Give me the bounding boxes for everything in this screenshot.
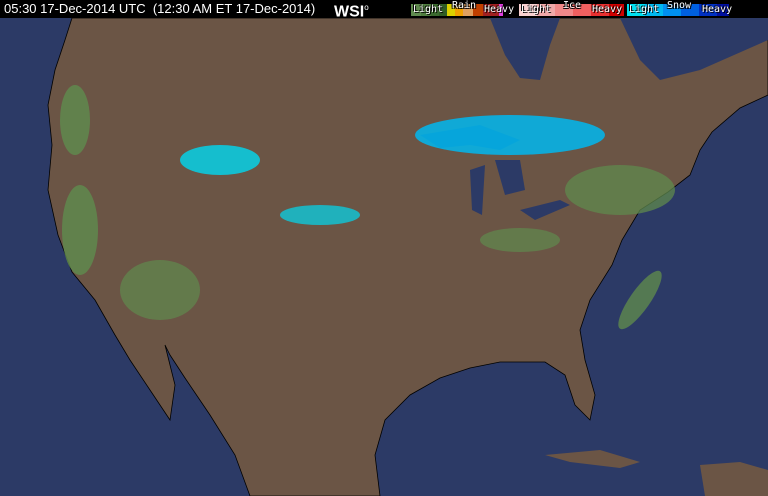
ice-heavy-label: Heavy: [592, 4, 623, 15]
hudson-bay: [490, 18, 560, 80]
snow-great-lakes: [415, 115, 605, 155]
wsi-logo: WSIo: [334, 3, 369, 21]
snow-montana: [180, 145, 260, 175]
timestamp: 05:30 17-Dec-2014 UTC (12:30 AM ET 17-De…: [4, 1, 316, 16]
atlantic-north: [620, 18, 768, 80]
rain-title: Rain: [452, 0, 477, 11]
snow-title: Snow: [667, 0, 692, 11]
ice-light-label: Light: [521, 4, 552, 15]
ice-title: Ice: [563, 0, 582, 11]
rain-ohio-valley: [480, 228, 560, 252]
snow-plains: [280, 205, 360, 225]
rain-heavy-label: Heavy: [484, 4, 515, 15]
snow-light-label: Light: [629, 4, 660, 15]
legend-rain: [411, 4, 503, 16]
rain-pacific-nw: [60, 85, 90, 155]
map-canvas: [47, 18, 768, 496]
rain-southwest: [120, 260, 200, 320]
rain-northeast: [565, 165, 675, 215]
land-mass: [47, 18, 768, 496]
legend-ice: [519, 4, 624, 16]
legend-snow: [627, 4, 729, 16]
radar-returns: [60, 85, 675, 330]
rain-atlantic: [618, 270, 662, 330]
snow-heavy-label: Heavy: [702, 4, 733, 15]
rain-light-label: Light: [413, 4, 444, 15]
header-bar: 05:30 17-Dec-2014 UTC (12:30 AM ET 17-De…: [0, 0, 768, 21]
caribbean-islands: [545, 450, 768, 496]
rain-california: [62, 185, 98, 275]
